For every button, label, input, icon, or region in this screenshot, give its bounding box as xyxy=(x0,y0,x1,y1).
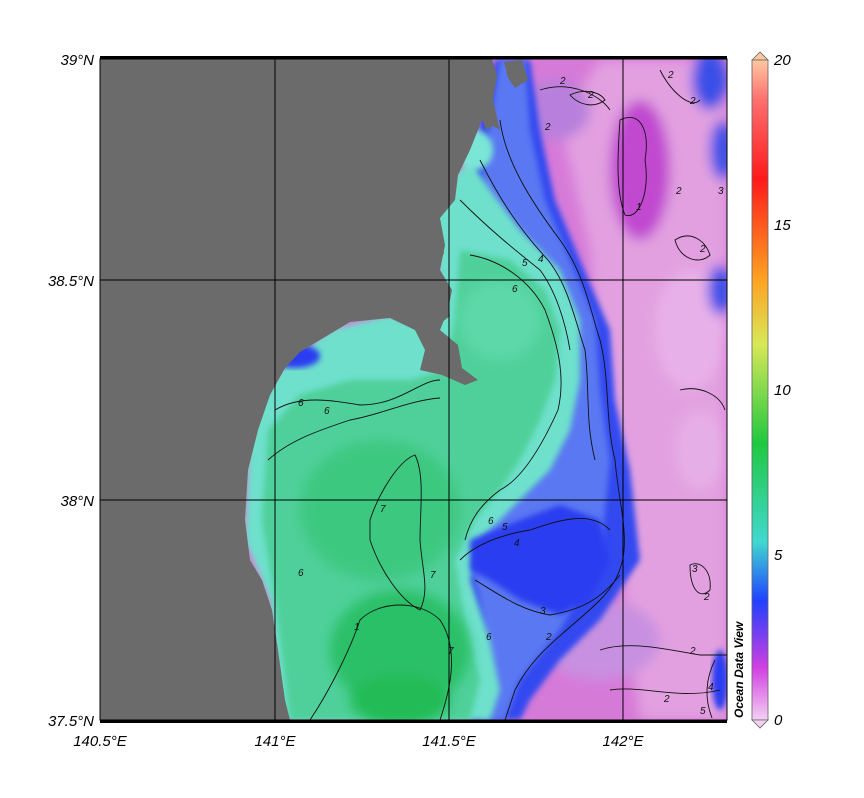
contour-label: 6 xyxy=(298,398,304,409)
contour-label: 6 xyxy=(486,632,492,643)
lat-axis: 39°N 38.5°N 38°N 37.5°N xyxy=(48,52,94,730)
contour-label: 1 xyxy=(354,622,360,633)
lon-label-142: 142°E xyxy=(602,733,644,750)
lat-label-38-5: 38.5°N xyxy=(48,273,94,290)
contour-label: 2 xyxy=(663,694,670,705)
contour-label: 6 xyxy=(324,406,330,417)
contour-label: 6 xyxy=(512,284,518,295)
colorbar-top-arrow xyxy=(751,51,769,61)
lon-label-141: 141°E xyxy=(254,733,296,750)
contour-label: 2 xyxy=(699,244,706,255)
island-1 xyxy=(504,60,528,88)
contour-label: 2 xyxy=(587,90,594,101)
colorbar-tick-20: 20 xyxy=(773,52,791,69)
colorbar: 20 15 10 5 0 xyxy=(751,51,791,729)
colorbar-bottom-arrow xyxy=(751,719,769,729)
contour-label: 7 xyxy=(430,570,436,581)
colorbar-tick-10: 10 xyxy=(774,382,791,399)
contour-label: 3 xyxy=(540,606,546,617)
colorbar-ramp xyxy=(751,59,769,721)
frame-bottom xyxy=(100,719,727,723)
lon-label-140-5: 140.5°E xyxy=(73,733,128,750)
island-6 xyxy=(437,294,450,322)
lat-label-39: 39°N xyxy=(60,52,94,69)
contour-label: 2 xyxy=(689,646,696,657)
ocean-data-view-watermark: Ocean Data View xyxy=(732,621,746,718)
contour-label: 3 xyxy=(692,564,698,575)
lon-axis: 140.5°E 141°E 141.5°E 142°E xyxy=(73,733,644,750)
blue-lobe xyxy=(470,505,610,615)
land-honshu xyxy=(100,59,500,720)
frame-top xyxy=(100,56,727,60)
contour-label: 2 xyxy=(703,592,710,603)
contour-label: 2 xyxy=(689,96,696,107)
contour-lines xyxy=(267,69,727,720)
contour-label: 6 xyxy=(488,516,494,527)
contour-label: 1 xyxy=(636,202,642,213)
contour-label: 5 xyxy=(700,706,706,717)
contour-label: 7 xyxy=(380,504,386,515)
contour-label: 3 xyxy=(718,186,724,197)
lon-label-141-5: 141.5°E xyxy=(422,733,477,750)
contour-label: 4 xyxy=(514,538,520,549)
contour-label: 2 xyxy=(544,122,551,133)
colorbar-tick-0: 0 xyxy=(774,712,783,729)
contour-label: 6 xyxy=(298,568,304,579)
island-3 xyxy=(428,200,442,220)
map-area xyxy=(100,59,727,720)
island-5 xyxy=(288,332,316,352)
plot-border xyxy=(99,58,728,721)
lat-label-38: 38°N xyxy=(60,493,94,510)
contour-label: 4 xyxy=(708,682,714,693)
contour-label: 7 xyxy=(448,646,454,657)
contour-label: 5 xyxy=(502,522,508,533)
contour-label: 4 xyxy=(538,254,544,265)
lat-label-37-5: 37.5°N xyxy=(48,713,94,730)
contour-label: 2 xyxy=(667,70,674,81)
island-4 xyxy=(433,238,444,256)
contour-label: 2 xyxy=(545,632,552,643)
contour-labels: 2 2 2 2 2 1 2 3 2 4 5 6 6 6 7 7 6 1 7 4 … xyxy=(298,70,724,717)
graticule xyxy=(100,59,727,720)
offshore-variation xyxy=(520,59,727,720)
colorbar-tick-5: 5 xyxy=(774,547,783,564)
contour-label: 2 xyxy=(675,186,682,197)
contour-label: 2 xyxy=(559,76,566,87)
contour-label: 5 xyxy=(522,258,528,269)
colorbar-tick-15: 15 xyxy=(774,217,791,234)
island-2 xyxy=(480,106,496,130)
